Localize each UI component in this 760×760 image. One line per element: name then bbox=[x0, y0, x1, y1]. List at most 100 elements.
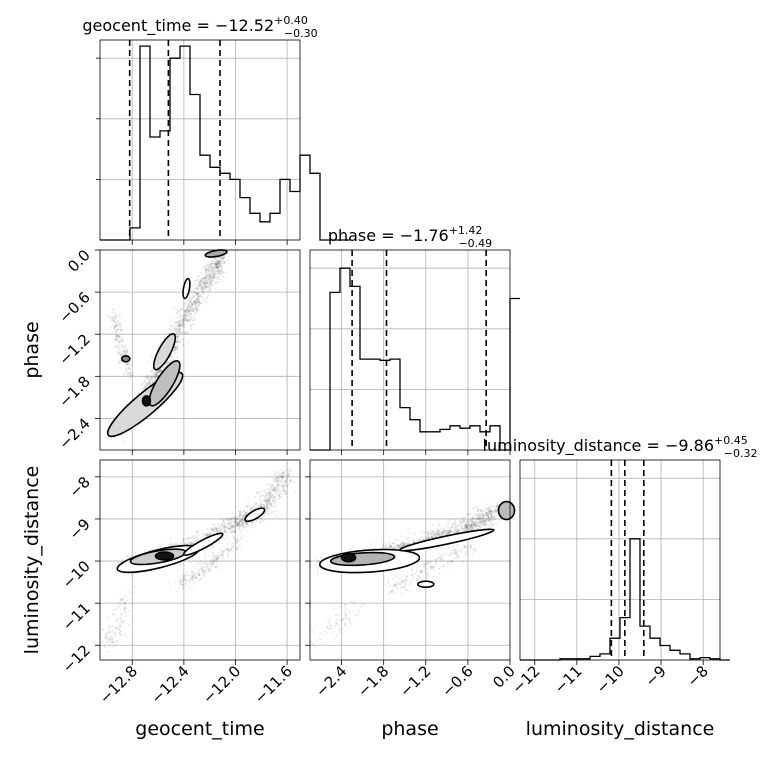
sample-point bbox=[275, 478, 278, 481]
sample-point bbox=[215, 259, 219, 262]
sample-point bbox=[186, 537, 189, 540]
sample-point bbox=[120, 338, 123, 341]
sample-point bbox=[269, 486, 272, 489]
sample-point bbox=[206, 282, 210, 285]
sample-point bbox=[112, 315, 115, 318]
sample-point bbox=[438, 524, 441, 528]
sample-point bbox=[151, 378, 154, 381]
sample-point bbox=[211, 556, 214, 559]
sample-point bbox=[115, 337, 118, 340]
sample-point bbox=[215, 263, 218, 266]
sample-point bbox=[183, 314, 186, 317]
sample-point bbox=[237, 540, 240, 543]
sample-point bbox=[191, 284, 194, 287]
sample-point bbox=[218, 262, 221, 265]
sample-point bbox=[209, 527, 213, 530]
sample-point bbox=[192, 315, 195, 318]
sample-point bbox=[183, 318, 186, 321]
sample-point bbox=[186, 306, 189, 309]
sample-point bbox=[227, 262, 230, 265]
sample-point bbox=[114, 631, 118, 634]
sample-point bbox=[278, 484, 281, 488]
sample-point bbox=[173, 327, 176, 330]
sample-point bbox=[209, 263, 212, 266]
sample-point bbox=[192, 309, 195, 312]
sample-point bbox=[204, 287, 207, 290]
sample-point bbox=[230, 530, 233, 533]
sample-point bbox=[209, 281, 212, 284]
sample-point bbox=[199, 302, 202, 306]
sample-point bbox=[238, 520, 242, 523]
sample-point bbox=[297, 482, 300, 485]
sample-point bbox=[281, 472, 284, 475]
sample-point bbox=[155, 371, 158, 374]
sample-point bbox=[203, 280, 206, 283]
sample-point bbox=[207, 284, 210, 287]
sample-point bbox=[189, 303, 192, 306]
sample-point bbox=[205, 286, 208, 289]
sample-point bbox=[287, 474, 290, 477]
sample-point bbox=[387, 592, 390, 596]
sample-point bbox=[222, 550, 225, 554]
sample-point bbox=[212, 269, 215, 272]
sample-point bbox=[113, 328, 116, 331]
sample-point bbox=[195, 530, 198, 533]
sample-point bbox=[207, 278, 210, 281]
sample-point bbox=[189, 301, 192, 304]
sample-point bbox=[125, 402, 128, 405]
sample-point bbox=[149, 381, 153, 384]
sample-point bbox=[207, 294, 210, 297]
sample-point bbox=[182, 587, 185, 590]
sample-point bbox=[181, 314, 184, 317]
sample-point bbox=[182, 318, 185, 321]
sample-point bbox=[187, 314, 190, 317]
sample-point bbox=[119, 366, 122, 369]
sample-point bbox=[193, 284, 196, 287]
sample-point bbox=[218, 272, 221, 275]
sample-point bbox=[150, 376, 153, 380]
sample-point bbox=[211, 523, 214, 526]
sample-point bbox=[408, 589, 411, 592]
sample-point bbox=[252, 526, 255, 529]
sample-point bbox=[155, 372, 158, 375]
sample-point bbox=[315, 564, 318, 567]
sample-point bbox=[126, 364, 129, 367]
sample-point bbox=[244, 511, 248, 514]
sample-point bbox=[179, 581, 182, 584]
sample-point bbox=[249, 508, 252, 511]
sample-point bbox=[210, 261, 213, 264]
sample-point bbox=[196, 310, 199, 313]
sample-point bbox=[448, 519, 451, 522]
sample-point bbox=[121, 633, 124, 637]
sample-point bbox=[218, 264, 221, 267]
sample-point bbox=[120, 625, 123, 628]
sample-point bbox=[223, 261, 226, 264]
sample-point bbox=[147, 374, 150, 377]
sample-point bbox=[157, 369, 160, 372]
sample-point bbox=[268, 477, 271, 480]
sample-point bbox=[189, 585, 192, 588]
sample-point bbox=[205, 282, 208, 285]
sample-point bbox=[152, 375, 155, 378]
sample-point bbox=[113, 641, 116, 644]
sample-point bbox=[173, 347, 176, 350]
sample-point bbox=[222, 256, 226, 259]
sample-point bbox=[493, 517, 497, 521]
sample-point bbox=[195, 537, 199, 540]
sample-point bbox=[396, 587, 399, 590]
sample-point bbox=[259, 504, 262, 507]
sample-point bbox=[175, 590, 178, 594]
sample-point bbox=[189, 306, 192, 309]
sample-point bbox=[232, 535, 235, 538]
sample-point bbox=[218, 261, 221, 264]
sample-point bbox=[275, 480, 279, 483]
sample-point bbox=[205, 271, 208, 274]
sample-point bbox=[126, 599, 129, 602]
sample-point bbox=[181, 319, 184, 322]
sample-point bbox=[193, 309, 196, 312]
sample-point bbox=[149, 377, 152, 380]
sample-point bbox=[195, 309, 198, 312]
sample-point bbox=[482, 509, 485, 512]
sample-point bbox=[115, 335, 118, 338]
sample-point bbox=[416, 579, 419, 582]
